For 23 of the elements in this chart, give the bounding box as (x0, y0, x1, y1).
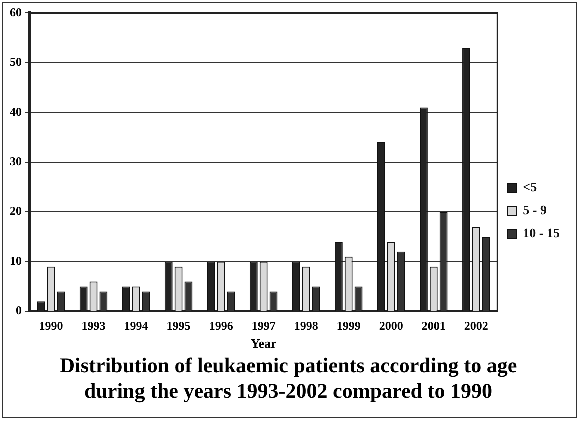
y-tick-label: 20 (10, 204, 22, 218)
x-tick-label: 2002 (464, 318, 488, 333)
x-tick-label: 2001 (422, 318, 446, 333)
x-tick-label: 1993 (82, 318, 106, 333)
y-tick-label: 50 (10, 55, 22, 70)
y-tick-label: 30 (10, 154, 22, 168)
legend-label: <5 (523, 179, 538, 194)
text: Distribution of leukaemic patients according to age during the years 1993-2002 compared to 1990 (60, 354, 518, 403)
x-tick-label: 1999 (336, 318, 361, 333)
y-tick-label: 10 (10, 254, 22, 268)
x-tick-label: 1994 (124, 318, 148, 333)
y-tick-label: 60 (10, 5, 22, 20)
x-axis-title: Year (250, 336, 278, 352)
x-tick-label: 1997 (252, 318, 276, 333)
x-tick-label: 1990 (39, 318, 64, 333)
x-tick-label: 1995 (166, 318, 191, 333)
y-tick-label: 0 (16, 304, 22, 318)
legend-label: 5 - 9 (523, 202, 548, 218)
x-tick-label: 1996 (209, 318, 234, 333)
y-tick-label: 40 (10, 104, 22, 119)
x-tick-label: 2000 (379, 318, 404, 333)
legend-label: 10 - 15 (523, 225, 560, 240)
x-tick-label: 1998 (294, 318, 318, 333)
